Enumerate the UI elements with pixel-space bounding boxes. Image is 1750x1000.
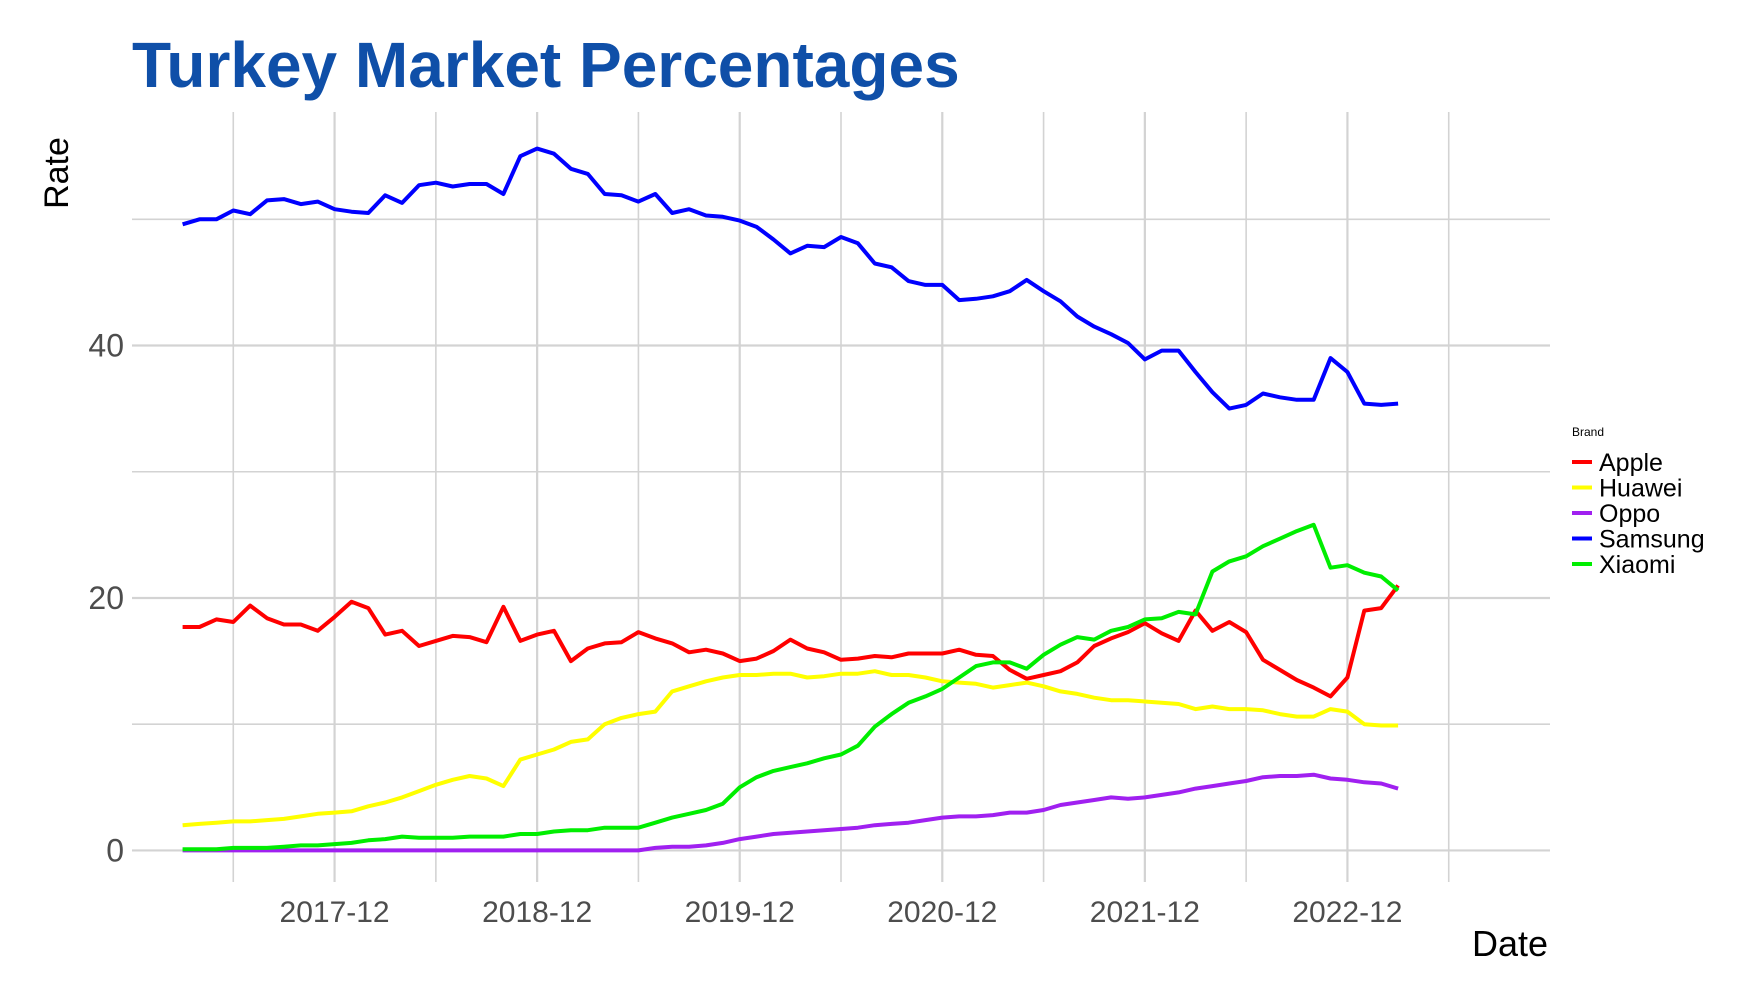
grid-lines xyxy=(132,112,1550,882)
x-tick-label: 2017-12 xyxy=(280,896,390,929)
y-tick-label: 0 xyxy=(106,832,124,868)
x-tick-label: 2022-12 xyxy=(1292,896,1402,929)
series-line-apple xyxy=(182,584,1400,699)
x-tick-label: 2019-12 xyxy=(685,896,795,929)
y-tick-label: 20 xyxy=(88,580,124,616)
data-series xyxy=(182,146,1400,853)
series-line-xiaomi xyxy=(182,522,1400,852)
y-tick-label: 40 xyxy=(88,328,124,364)
legend-label-huawei: Huawei xyxy=(1599,475,1682,503)
series-line-huawei xyxy=(182,669,1399,828)
legend-label-oppo: Oppo xyxy=(1599,500,1660,528)
y-axis-title: Rate xyxy=(38,137,76,209)
series-line-oppo xyxy=(182,772,1399,853)
legend-label-samsung: Samsung xyxy=(1599,526,1705,554)
x-tick-label: 2018-12 xyxy=(482,896,592,929)
series-line-samsung xyxy=(182,146,1399,411)
x-tick-label: 2020-12 xyxy=(887,896,997,929)
x-tick-labels: 2017-12 2018-12 2019-12 2020-12 2021-12 2022-… xyxy=(280,896,1403,929)
legend-title: Brand xyxy=(1572,425,1604,439)
chart-title: Turkey Market Percentages xyxy=(132,29,960,101)
x-tick-label: 2021-12 xyxy=(1090,896,1200,929)
y-tick-labels: 0 20 40 xyxy=(88,328,124,869)
x-axis-title: Date xyxy=(1472,923,1548,964)
legend-label-apple: Apple xyxy=(1599,449,1663,477)
legend-label-xiaomi: Xiaomi xyxy=(1599,551,1675,579)
